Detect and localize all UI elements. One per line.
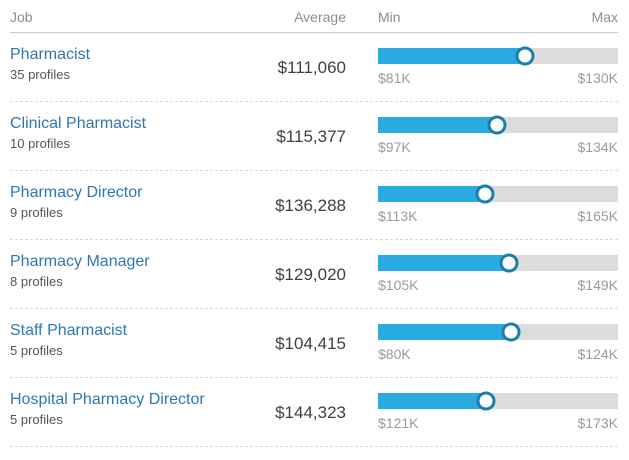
- header-underline: [10, 32, 618, 33]
- job-title-link[interactable]: Pharmacy Director: [10, 184, 143, 201]
- row-divider: [10, 446, 618, 447]
- salary-range-slider: $121K $173K: [346, 378, 618, 447]
- table-header: Job Average Min Max: [0, 0, 629, 33]
- slider-fill: [378, 117, 498, 133]
- slider-track: [378, 391, 618, 411]
- average-salary: $136,288: [275, 195, 346, 215]
- slider-fill: [378, 324, 512, 340]
- row-divider: [10, 239, 618, 240]
- row-divider: [10, 101, 618, 102]
- min-salary-label: $113K: [378, 208, 418, 224]
- slider-track: [378, 46, 618, 66]
- job-title-link[interactable]: Pharmacist: [10, 46, 91, 63]
- profiles-count: 10 profiles: [10, 136, 70, 151]
- job-title-link[interactable]: Clinical Pharmacist: [10, 115, 147, 132]
- salary-range-slider: $97K $134K: [346, 102, 618, 171]
- slider-fill: [378, 48, 526, 64]
- row-divider: [10, 377, 618, 378]
- slider-knob: [487, 115, 507, 135]
- salary-range-slider: $81K $130K: [346, 33, 618, 102]
- slider-track: [378, 115, 618, 135]
- salary-range-slider: $80K $124K: [346, 309, 618, 378]
- slider-knob: [475, 184, 495, 204]
- max-salary-label: $134K: [577, 139, 618, 155]
- min-salary-label: $97K: [378, 139, 411, 155]
- profiles-count: 8 profiles: [10, 274, 63, 289]
- average-salary: $115,377: [276, 126, 346, 146]
- table-row: Staff Pharmacist 5 profiles $104,415 $80…: [0, 309, 629, 378]
- slider-knob: [499, 253, 519, 273]
- slider-fill: [378, 186, 486, 202]
- max-salary-label: $165K: [577, 208, 618, 224]
- average-salary: $129,020: [275, 264, 346, 284]
- salary-range-slider: $113K $165K: [346, 171, 618, 240]
- table-row: Clinical Pharmacist 10 profiles $115,377…: [0, 102, 629, 171]
- column-header-job: Job: [10, 8, 33, 25]
- job-title-link[interactable]: Pharmacy Manager: [10, 253, 150, 270]
- job-title-link[interactable]: Hospital Pharmacy Director: [10, 391, 205, 408]
- slider-fill: [378, 393, 486, 409]
- column-header-min: Min: [378, 8, 401, 25]
- table-row: Pharmacy Manager 8 profiles $129,020 $10…: [0, 240, 629, 309]
- salary-range-slider: $105K $149K: [346, 240, 618, 309]
- column-header-average: Average: [294, 8, 346, 25]
- min-salary-label: $81K: [378, 70, 411, 86]
- job-title-link[interactable]: Staff Pharmacist: [10, 322, 128, 339]
- row-divider: [10, 308, 618, 309]
- slider-fill: [378, 255, 510, 271]
- slider-track: [378, 184, 618, 204]
- table-row: Hospital Pharmacy Director 5 profiles $1…: [0, 378, 629, 447]
- table-row: Pharmacist 35 profiles $111,060 $81K $13…: [0, 33, 629, 102]
- slider-knob: [515, 46, 535, 66]
- slider-track: [378, 253, 618, 273]
- profiles-count: 35 profiles: [10, 67, 70, 82]
- slider-knob: [476, 391, 496, 411]
- min-salary-label: $105K: [378, 277, 419, 293]
- max-salary-label: $130K: [577, 70, 618, 86]
- average-salary: $144,323: [275, 402, 346, 422]
- table-row: Pharmacy Director 9 profiles $136,288 $1…: [0, 171, 629, 240]
- max-salary-label: $149K: [577, 277, 618, 293]
- average-salary: $104,415: [275, 333, 346, 353]
- slider-track: [378, 322, 618, 342]
- profiles-count: 9 profiles: [10, 205, 63, 220]
- min-salary-label: $80K: [378, 346, 411, 362]
- max-salary-label: $124K: [577, 346, 618, 362]
- slider-knob: [501, 322, 521, 342]
- min-salary-label: $121K: [378, 415, 419, 431]
- salary-comparison-table: Job Average Min Max Pharmacist 35 profil…: [0, 0, 629, 447]
- column-header-max: Max: [591, 8, 618, 25]
- row-divider: [10, 170, 618, 171]
- average-salary: $111,060: [277, 57, 346, 77]
- profiles-count: 5 profiles: [10, 412, 63, 427]
- profiles-count: 5 profiles: [10, 343, 63, 358]
- max-salary-label: $173K: [577, 415, 618, 431]
